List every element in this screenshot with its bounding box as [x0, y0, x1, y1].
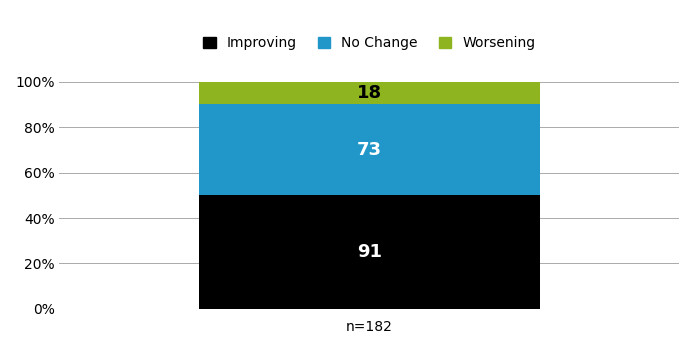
Bar [198, 82, 539, 104]
X-axis label: n=182: n=182 [346, 320, 393, 334]
Text: 73: 73 [357, 141, 382, 159]
Text: 18: 18 [357, 84, 382, 102]
Legend: Improving, No Change, Worsening: Improving, No Change, Worsening [203, 36, 535, 50]
Bar [198, 104, 539, 195]
Text: 91: 91 [357, 243, 382, 261]
Bar [198, 195, 539, 309]
